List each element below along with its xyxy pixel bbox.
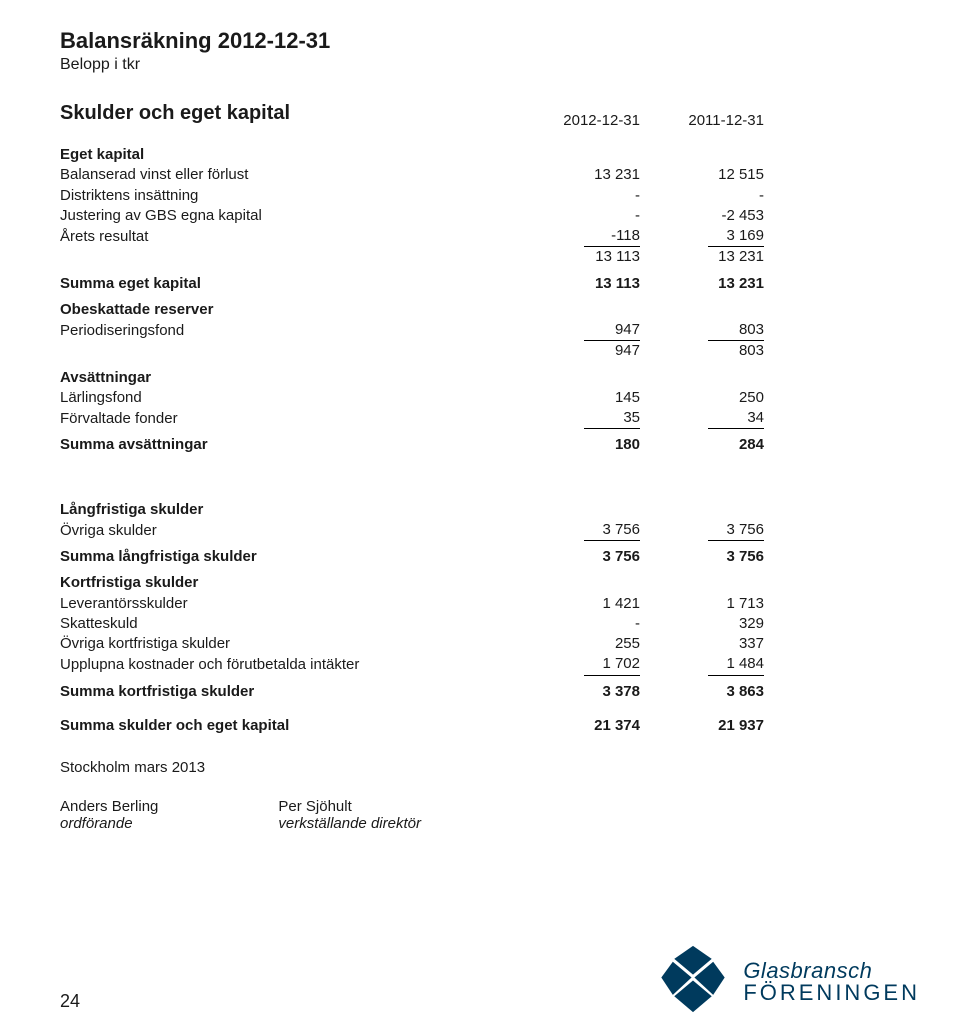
brand-line1: Glasbransch (743, 960, 920, 982)
row-label: Övriga skulder (60, 521, 520, 541)
group-heading: Avsättningar (60, 368, 900, 388)
row-c1: - (520, 186, 644, 206)
row-c1: - (520, 206, 644, 226)
signature-1: Anders Berling ordförande (60, 798, 158, 832)
group-summary: Summa eget kapital13 11313 231 (60, 274, 900, 294)
grand-total-row: Summa skulder och eget kapital 21 374 21… (60, 716, 900, 736)
row-c1: 255 (520, 634, 644, 654)
doc-subtitle: Belopp i tkr (60, 56, 900, 74)
row-label: Lärlingsfond (60, 388, 520, 408)
row-c2: 1 484 (644, 654, 768, 675)
row-label: Periodiseringsfond (60, 321, 520, 341)
data-row: Årets resultat-1183 169 (60, 226, 900, 247)
data-row: Distriktens insättning-- (60, 186, 900, 206)
page: Balansräkning 2012-12-31 Belopp i tkr Sk… (0, 0, 960, 1032)
row-label: Balanserad vinst eller förlust (60, 165, 520, 185)
row-c2: 803 (644, 320, 768, 341)
row-label: Årets resultat (60, 227, 520, 247)
signatures-row: Anders Berling ordförande Per Sjöhult ve… (60, 798, 900, 832)
page-number: 24 (60, 991, 80, 1012)
group-heading: Långfristiga skulder (60, 500, 900, 520)
row-c2: -2 453 (644, 206, 768, 226)
row-c2: 803 (644, 341, 768, 361)
row-label: Distriktens insättning (60, 186, 520, 206)
row-c2: 3 169 (644, 226, 768, 247)
row-label: Leverantörsskulder (60, 594, 520, 614)
col-header-1: 2012-12-31 (520, 111, 644, 131)
row-c2: 337 (644, 634, 768, 654)
signature-2: Per Sjöhult verkställande direktör (278, 798, 421, 832)
data-row: 13 11313 231 (60, 247, 900, 267)
group-heading: Eget kapital (60, 145, 900, 165)
data-row: Övriga skulder3 7563 756 (60, 520, 900, 541)
row-c2: 13 231 (644, 247, 768, 267)
col-header-2: 2011-12-31 (644, 111, 768, 131)
section-heading: Skulder och eget kapital (60, 100, 520, 127)
row-c1: 947 (520, 320, 644, 341)
row-c1: 1 421 (520, 594, 644, 614)
location-date-row: Stockholm mars 2013 (60, 758, 900, 778)
grand-total-c1: 21 374 (520, 716, 644, 736)
row-c1: 35 (520, 408, 644, 429)
glass-shard-icon (657, 943, 729, 1020)
row-c1: - (520, 614, 644, 634)
data-row: 947803 (60, 341, 900, 361)
row-c2: 1 713 (644, 594, 768, 614)
data-row: Skatteskuld-329 (60, 614, 900, 634)
row-label: Förvaltade fonder (60, 409, 520, 429)
data-row: Balanserad vinst eller förlust13 23112 5… (60, 165, 900, 185)
section-header-row: Skulder och eget kapital 2012-12-31 2011… (60, 88, 900, 131)
data-row: Övriga kortfristiga skulder255337 (60, 634, 900, 654)
groups-container: Eget kapitalBalanserad vinst eller förlu… (60, 145, 900, 702)
brand-text: Glasbransch FÖRENINGEN (743, 960, 920, 1004)
signer-name: Anders Berling (60, 798, 158, 815)
group-summary: Summa kortfristiga skulder3 3783 863 (60, 682, 900, 702)
row-c1: 947 (520, 341, 644, 361)
row-c1: 13 231 (520, 165, 644, 185)
group-summary: Summa avsättningar180284 (60, 435, 900, 455)
data-row: Periodiseringsfond947803 (60, 320, 900, 341)
row-c1: -118 (520, 226, 644, 247)
signer-name: Per Sjöhult (278, 798, 421, 815)
data-row: Förvaltade fonder3534 (60, 408, 900, 429)
row-c2: 12 515 (644, 165, 768, 185)
signer-role: verkställande direktör (278, 815, 421, 832)
row-c1: 3 756 (520, 520, 644, 541)
signer-role: ordförande (60, 815, 158, 832)
data-row: Upplupna kostnader och förutbetalda intä… (60, 654, 900, 675)
data-row: Lärlingsfond145250 (60, 388, 900, 408)
group-heading: Obeskattade reserver (60, 300, 900, 320)
row-c2: 3 756 (644, 520, 768, 541)
brand-line2: FÖRENINGEN (743, 982, 920, 1004)
group-heading: Kortfristiga skulder (60, 573, 900, 593)
data-row: Justering av GBS egna kapital--2 453 (60, 206, 900, 226)
location-date: Stockholm mars 2013 (60, 758, 520, 778)
row-c2: 329 (644, 614, 768, 634)
row-label: Justering av GBS egna kapital (60, 206, 520, 226)
row-label: Upplupna kostnader och förutbetalda intä… (60, 655, 520, 675)
grand-total-label: Summa skulder och eget kapital (60, 716, 520, 736)
row-c1: 13 113 (520, 247, 644, 267)
brand-logo: Glasbransch FÖRENINGEN (657, 943, 920, 1020)
row-label: Skatteskuld (60, 614, 520, 634)
doc-title: Balansräkning 2012-12-31 (60, 28, 900, 54)
row-c2: 34 (644, 408, 768, 429)
row-label: Övriga kortfristiga skulder (60, 634, 520, 654)
row-c2: 250 (644, 388, 768, 408)
group-summary: Summa långfristiga skulder3 7563 756 (60, 547, 900, 567)
data-row: Leverantörsskulder1 4211 713 (60, 594, 900, 614)
grand-total-c2: 21 937 (644, 716, 768, 736)
row-c1: 1 702 (520, 654, 644, 675)
row-c1: 145 (520, 388, 644, 408)
row-c2: - (644, 186, 768, 206)
